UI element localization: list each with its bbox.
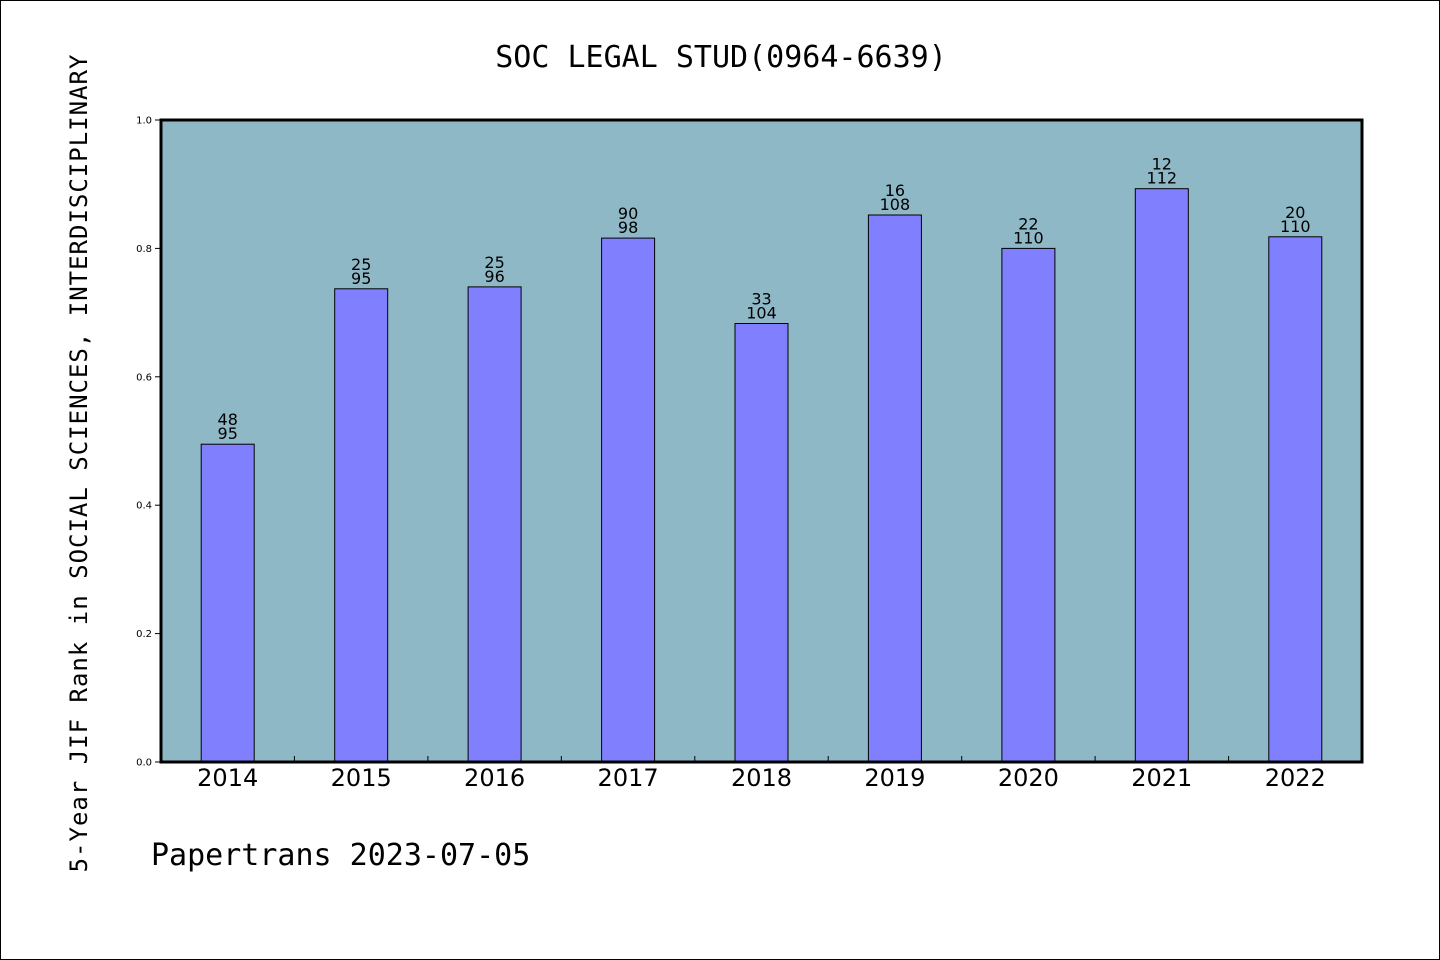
bar-rank-label-2018: 33 — [751, 290, 771, 309]
x-tick-label-2018: 2018 — [731, 764, 792, 792]
bar-2022 — [1268, 236, 1323, 763]
bar-2014 — [200, 443, 255, 763]
y-tick-label-0.6: 0.6 — [136, 372, 152, 383]
y-tick-label-0.0: 0.0 — [136, 758, 152, 769]
x-tick-label-2021: 2021 — [1131, 764, 1192, 792]
bar-total-label-2018: 104 — [746, 304, 777, 323]
bar-total-label-2016: 96 — [484, 267, 504, 286]
bar-2019 — [867, 214, 922, 763]
y-tick-label-1.0: 1.0 — [136, 116, 152, 127]
bar-rank-label-2020: 22 — [1018, 214, 1038, 233]
bar-2020 — [1001, 247, 1056, 763]
bar-total-label-2022: 110 — [1280, 217, 1311, 236]
bar-total-label-2015: 95 — [351, 269, 371, 288]
y-tick-label-0.4: 0.4 — [136, 501, 152, 512]
x-tick-label-2015: 2015 — [331, 764, 392, 792]
y-tick-label-0.2: 0.2 — [136, 629, 152, 640]
bars-layer — [200, 188, 1323, 763]
bar-total-label-2020: 110 — [1013, 228, 1044, 247]
y-ticks-layer: 0.0 0.2 0.4 0.6 0.8 1.0 — [136, 116, 161, 769]
x-tick-label-2022: 2022 — [1265, 764, 1326, 792]
bar-2016 — [467, 286, 522, 763]
bar-rank-label-2015: 25 — [351, 255, 371, 274]
bar-rank-label-2021: 12 — [1152, 155, 1172, 174]
y-tick-label-0.8: 0.8 — [136, 244, 152, 255]
bar-rank-label-2022: 20 — [1285, 203, 1305, 222]
bar-total-label-2017: 98 — [618, 218, 638, 237]
bar-rank-label-2019: 16 — [885, 181, 905, 200]
bar-labels-layer: 4895259525969098331041610822110121122011… — [218, 155, 1311, 444]
bar-total-label-2019: 108 — [880, 195, 911, 214]
bar-rank-label-2014: 48 — [218, 410, 238, 429]
bar-2021 — [1134, 188, 1189, 763]
bar-2017 — [601, 237, 656, 763]
bar-rank-label-2017: 90 — [618, 204, 638, 223]
bar-2015 — [334, 288, 389, 763]
x-tick-label-2016: 2016 — [464, 764, 525, 792]
x-ticks-layer: 2014 2015 2016 2017 2018 2019 2020 2021 2022 — [197, 756, 1326, 792]
footer-credit: Papertrans 2023-07-05 — [151, 838, 530, 873]
plot-frame — [159, 118, 1364, 764]
x-tick-label-2020: 2020 — [998, 764, 1059, 792]
bar-2018 — [734, 323, 789, 763]
bar-total-label-2021: 112 — [1147, 169, 1178, 188]
x-tick-label-2014: 2014 — [197, 764, 258, 792]
chart-title: SOC LEGAL STUD(0964-6639) — [495, 40, 947, 75]
bar-rank-label-2016: 25 — [484, 253, 504, 272]
x-tick-label-2017: 2017 — [598, 764, 659, 792]
x-tick-label-2019: 2019 — [864, 764, 925, 792]
y-axis-label: 5-Year JIF Rank in SOCIAL SCIENCES, INTE… — [65, 54, 93, 873]
bar-total-label-2014: 95 — [218, 424, 238, 443]
